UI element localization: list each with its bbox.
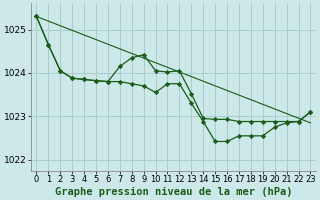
X-axis label: Graphe pression niveau de la mer (hPa): Graphe pression niveau de la mer (hPa) — [55, 186, 292, 197]
